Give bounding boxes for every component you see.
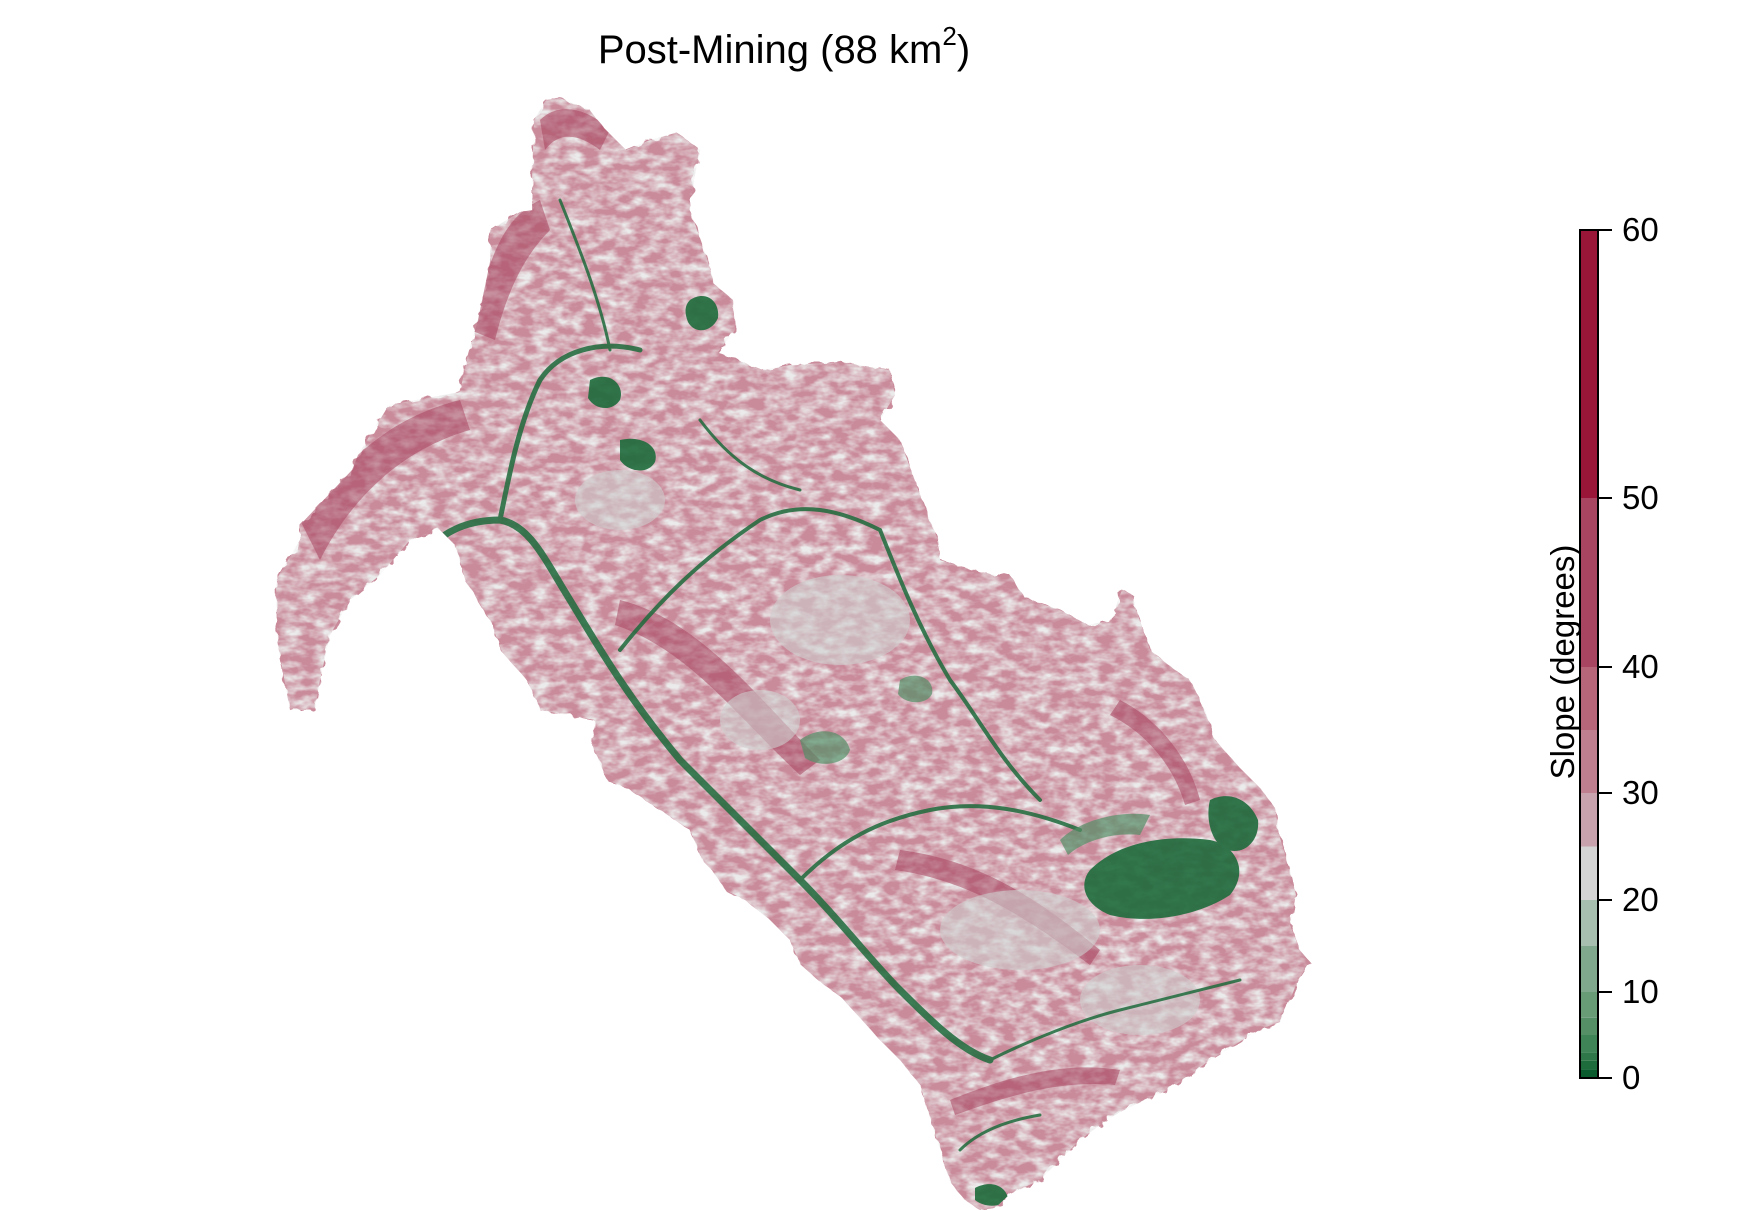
legend-band-4 [1580, 1017, 1598, 1035]
legend-band-11 [1580, 667, 1598, 730]
slope-texture [276, 98, 1310, 1210]
map-title: Post-Mining (88 km2) [0, 22, 1568, 78]
legend-band-10 [1580, 730, 1598, 793]
legend-tick-label-0: 0 [1622, 1059, 1641, 1096]
legend-band-9 [1580, 793, 1598, 847]
legend-tick-label-5: 50 [1622, 479, 1659, 516]
legend-color-bar [1580, 230, 1598, 1078]
legend-band-13 [1580, 230, 1598, 498]
legend-band-5 [1580, 992, 1598, 1018]
legend-band-8 [1580, 846, 1598, 900]
legend-tick-label-4: 40 [1622, 648, 1659, 685]
map-title-text: Post-Mining (88 km [597, 28, 943, 72]
legend-color-bar-frame [1579, 229, 1599, 1079]
map-title-closing: ) [956, 28, 971, 72]
legend-band-6 [1580, 946, 1598, 992]
legend-tick-label-3: 30 [1622, 774, 1659, 811]
legend-tick-label-6: 60 [1622, 211, 1659, 248]
legend-tick-label-1: 10 [1622, 973, 1659, 1010]
legend-band-3 [1580, 1035, 1598, 1053]
legend-title: Slope (degrees) [1544, 544, 1581, 780]
map-title-superscript: 2 [942, 20, 957, 51]
legend-band-0 [1580, 1069, 1598, 1078]
legend-band-2 [1580, 1052, 1598, 1061]
legend-ticks [1598, 229, 1612, 1079]
legend-tick-label-2: 20 [1622, 881, 1659, 918]
legend-band-1 [1580, 1060, 1598, 1070]
legend-band-12 [1580, 498, 1598, 667]
legend-band-7 [1580, 900, 1598, 946]
